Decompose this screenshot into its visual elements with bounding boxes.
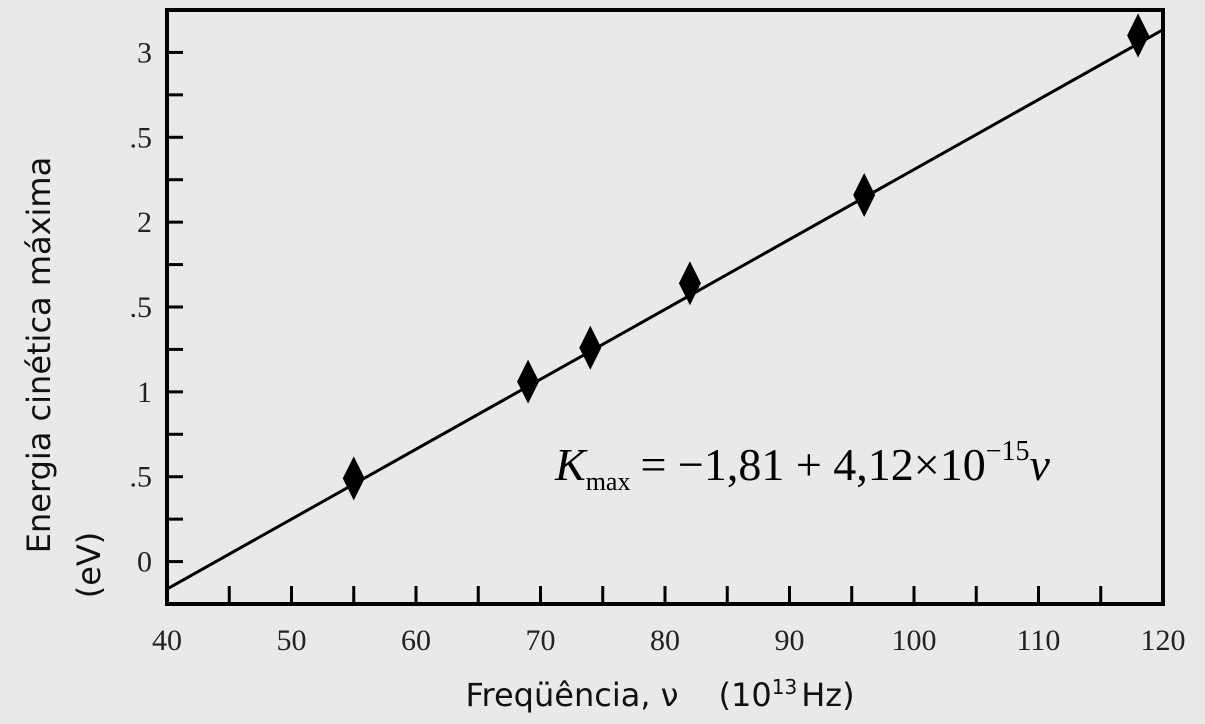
data-point	[579, 325, 602, 370]
annotation-part: max	[586, 467, 631, 496]
data-point	[342, 456, 365, 501]
x-tick-label: 70	[526, 624, 556, 657]
y-tick-label: .5	[130, 121, 153, 154]
y-axis-label: Energia cinética máxima	[20, 157, 58, 553]
y-tick-label: .5	[130, 291, 153, 324]
x-tick-label: 100	[892, 624, 937, 657]
y-tick-label: 3	[137, 36, 152, 69]
data-point	[1127, 13, 1150, 58]
x-label-exp: 13	[772, 675, 797, 699]
x-tick-label: 40	[152, 624, 182, 657]
y-tick-label: 2	[137, 206, 152, 239]
x-tick-label: 90	[775, 624, 805, 657]
x-axis-label: Freqüência, ν (1013 Hz)	[465, 675, 854, 714]
x-tick-label: 60	[401, 624, 431, 657]
annotation-part: ν	[1030, 439, 1051, 490]
y-tick-label: 1	[137, 376, 152, 409]
x-tick-label: 80	[650, 624, 680, 657]
annotation-part: −15	[986, 436, 1030, 467]
y-tick-label: .5	[130, 461, 153, 494]
x-label-unit: Hz)	[801, 676, 854, 714]
x-tick-label: 120	[1141, 624, 1186, 657]
x-label-text: Freqüência, ν	[465, 676, 678, 714]
data-point	[517, 359, 540, 404]
annotation-part: K	[554, 439, 588, 490]
fit-line	[166, 28, 1164, 591]
x-tick-label: 50	[277, 624, 307, 657]
y-tick-label: 0	[137, 546, 152, 579]
x-label-unit: (10	[719, 676, 772, 714]
annotation: Kmax = −1,81 + 4,12×10−15ν	[554, 436, 1051, 496]
annotation-part: = −1,81 + 4,12×10	[640, 439, 985, 490]
y-axis-label: (eV)	[70, 532, 108, 599]
x-tick-label: 110	[1017, 624, 1061, 657]
data-point	[678, 261, 701, 306]
data-point	[853, 172, 876, 217]
